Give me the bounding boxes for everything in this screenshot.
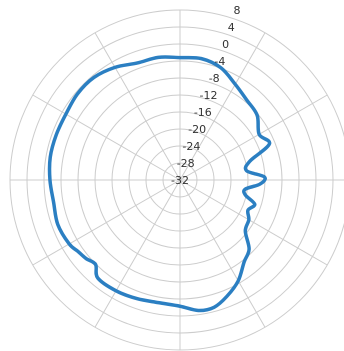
radial-tick-label: -8: [209, 72, 220, 85]
grid-spoke: [179, 94, 328, 181]
grid-spoke: [94, 179, 181, 328]
series-layer: [47, 55, 272, 313]
grid-spoke: [179, 32, 266, 181]
radial-tick-label: 0: [222, 38, 229, 51]
series-line: [47, 55, 272, 313]
grid-spoke: [32, 179, 181, 266]
radial-tick-label: 4: [228, 21, 235, 34]
radial-tick-label: -28: [177, 157, 195, 170]
radial-tick-labels: 8 4 0 -4 -8 -12 -16 -20 -24 -28 -32: [171, 4, 240, 187]
grid-spoke: [179, 179, 328, 266]
radial-tick-label: -24: [182, 140, 200, 153]
grid-spoke: [32, 94, 181, 181]
grid-spoke: [94, 32, 181, 181]
radial-tick-label: -20: [188, 123, 206, 136]
radial-tick-label: -12: [200, 89, 218, 102]
radial-tick-label: -32: [171, 174, 189, 187]
grid-spoke: [179, 179, 266, 328]
radial-tick-label: -16: [194, 106, 212, 119]
radial-tick-label: 8: [234, 4, 241, 17]
radial-tick-label: -4: [214, 55, 225, 68]
